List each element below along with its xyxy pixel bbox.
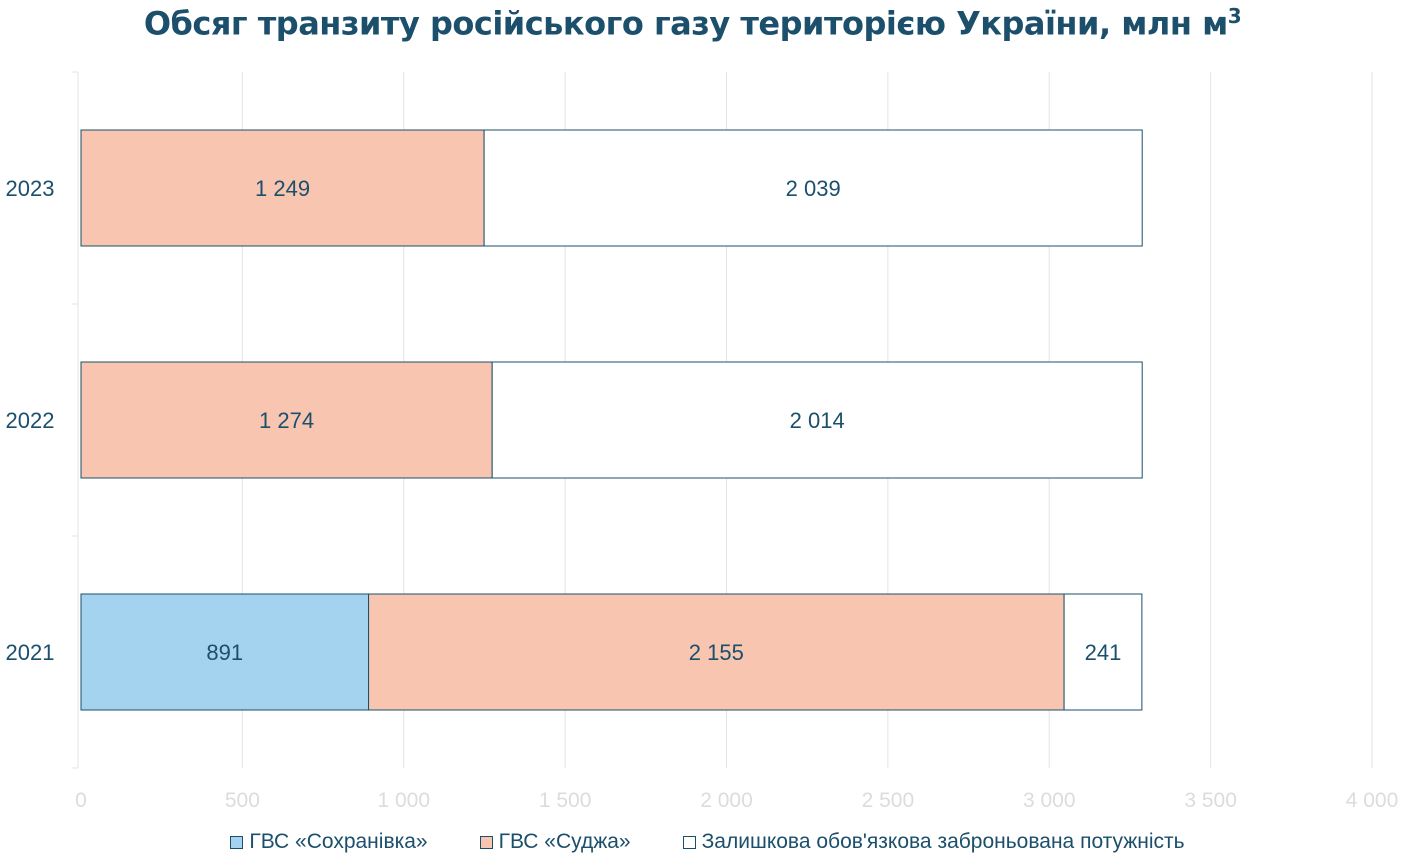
bar-segment-remaining-capacity: [1063, 593, 1143, 711]
legend-item-sokhranivka: ГВС «Сохранівка»: [230, 830, 428, 854]
bar-segment-remaining-capacity: [483, 129, 1143, 247]
legend-label-sokhranivka: ГВС «Сохранівка»: [249, 830, 428, 853]
legend-label-remaining-capacity: Залишкова обов'язкова заброньована потуж…: [701, 830, 1185, 853]
x-tick-label: 1 000: [377, 789, 430, 812]
category-label: 2021: [6, 640, 55, 665]
legend-item-remaining-capacity: Залишкова обов'язкова заброньована потуж…: [682, 830, 1185, 854]
x-tick-label: 500: [225, 789, 260, 812]
x-tick-label: 3 000: [1023, 789, 1076, 812]
bar-segment-sokhranivka: [80, 593, 370, 711]
chart-title: Обсяг транзиту російського газу територі…: [0, 4, 1385, 43]
category-label: 2023: [6, 176, 55, 201]
x-tick-label: 3 500: [1184, 789, 1237, 812]
bar-segment-sudzha: [368, 593, 1065, 711]
chart-title-superscript: 3: [1227, 4, 1242, 28]
x-tick-label: 0: [75, 789, 87, 812]
x-tick-label: 2 500: [862, 789, 915, 812]
legend-swatch-remaining-capacity: [682, 835, 696, 849]
category-label: 2022: [6, 408, 55, 433]
data-label: 2 014: [790, 408, 845, 433]
bar-segment-sudzha: [80, 129, 485, 247]
data-label: 891: [206, 640, 243, 665]
data-label: 1 249: [255, 176, 310, 201]
legend-item-sudzha: ГВС «Суджа»: [479, 830, 631, 854]
data-label: 1 274: [259, 408, 314, 433]
chart-plot-area: 0 500 1 000 1 500 2 000 2 500 3 000 3 500 4 000 2…: [6, 71, 1399, 812]
x-tick-label: 2 000: [700, 789, 753, 812]
legend-label-sudzha: ГВС «Суджа»: [498, 830, 631, 853]
data-label: 2 155: [689, 640, 744, 665]
bar-segment-remaining-capacity: [491, 361, 1143, 479]
data-label: 241: [1085, 640, 1122, 665]
legend-swatch-sudzha: [479, 835, 493, 849]
chart-title-text: Обсяг транзиту російського газу територі…: [143, 4, 1228, 43]
legend-swatch-sokhranivka: [230, 835, 244, 849]
chart-legend: ГВС «Сохранівка» ГВС «Суджа» Залишкова о…: [0, 830, 1415, 854]
bar-segment-sudzha: [80, 361, 493, 479]
data-label: 2 039: [786, 176, 841, 201]
x-tick-label: 4 000: [1346, 789, 1399, 812]
x-tick-label: 1 500: [539, 789, 592, 812]
